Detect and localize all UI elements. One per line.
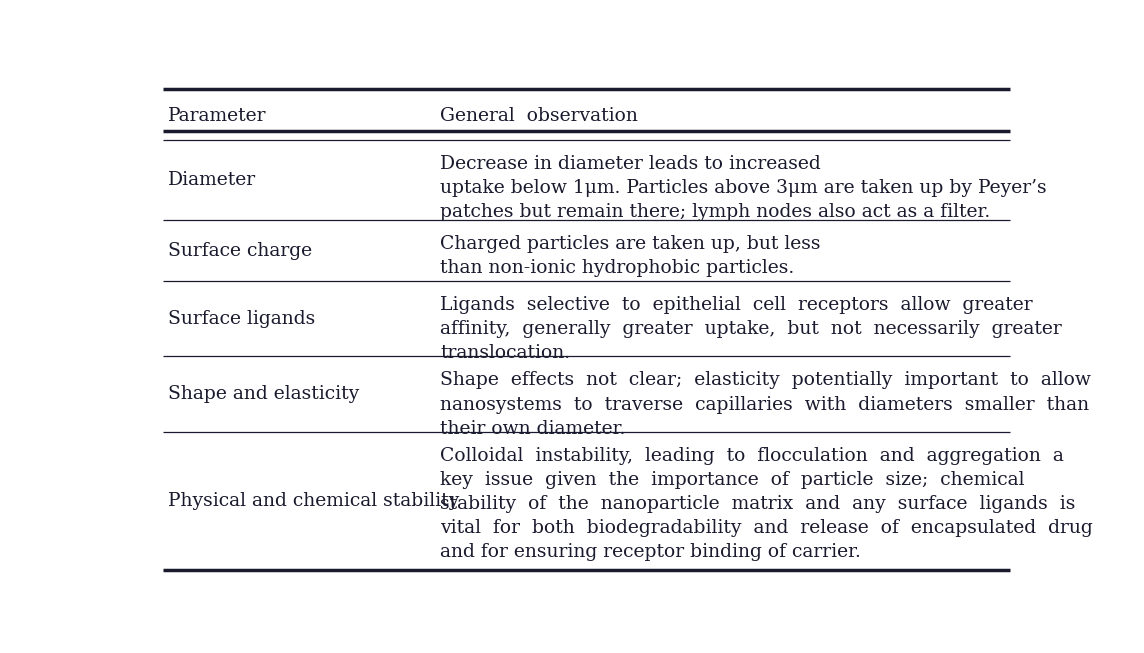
Text: Colloidal  instability,  leading  to  flocculation  and  aggregation  a: Colloidal instability, leading to floccu… xyxy=(440,447,1064,465)
Text: Shape and elasticity: Shape and elasticity xyxy=(168,385,359,403)
Text: Shape  effects  not  clear;  elasticity  potentially  important  to  allow: Shape effects not clear; elasticity pote… xyxy=(440,372,1091,389)
Text: than non-ionic hydrophobic particles.: than non-ionic hydrophobic particles. xyxy=(440,259,794,278)
Text: stability  of  the  nanoparticle  matrix  and  any  surface  ligands  is: stability of the nanoparticle matrix and… xyxy=(440,495,1075,513)
Text: uptake below 1μm. Particles above 3μm are taken up by Peyer’s: uptake below 1μm. Particles above 3μm ar… xyxy=(440,179,1047,197)
Text: General  observation: General observation xyxy=(440,107,638,125)
Text: affinity,  generally  greater  uptake,  but  not  necessarily  greater: affinity, generally greater uptake, but … xyxy=(440,320,1062,338)
Text: Decrease in diameter leads to increased: Decrease in diameter leads to increased xyxy=(440,155,820,173)
Text: translocation.: translocation. xyxy=(440,344,570,362)
Text: nanosystems  to  traverse  capillaries  with  diameters  smaller  than: nanosystems to traverse capillaries with… xyxy=(440,396,1089,413)
Text: Physical and chemical stability: Physical and chemical stability xyxy=(168,492,459,510)
Text: patches but remain there; lymph nodes also act as a filter.: patches but remain there; lymph nodes al… xyxy=(440,203,991,221)
Text: Parameter: Parameter xyxy=(168,107,267,125)
Text: vital  for  both  biodegradability  and  release  of  encapsulated  drug: vital for both biodegradability and rele… xyxy=(440,519,1093,537)
Text: Surface charge: Surface charge xyxy=(168,242,312,260)
Text: Charged particles are taken up, but less: Charged particles are taken up, but less xyxy=(440,235,820,253)
Text: their own diameter.: their own diameter. xyxy=(440,420,626,438)
Text: and for ensuring receptor binding of carrier.: and for ensuring receptor binding of car… xyxy=(440,543,861,562)
Text: Diameter: Diameter xyxy=(168,171,256,189)
Text: key  issue  given  the  importance  of  particle  size;  chemical: key issue given the importance of partic… xyxy=(440,471,1025,489)
Text: Ligands  selective  to  epithelial  cell  receptors  allow  greater: Ligands selective to epithelial cell rec… xyxy=(440,296,1033,314)
Text: Surface ligands: Surface ligands xyxy=(168,310,315,328)
